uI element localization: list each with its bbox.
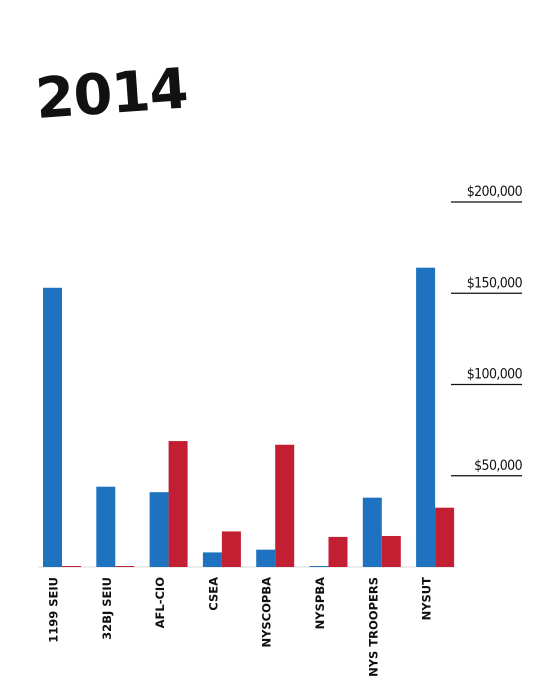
bar-1199-seiu-series-1: [43, 287, 62, 567]
bar-nysut-series-1: [416, 267, 436, 567]
bar-afl-cio-series-1: [149, 492, 169, 567]
bar-nyspba-series-2: [328, 536, 348, 567]
y-tick-label: $150,000: [467, 275, 523, 291]
category-label: NYSCOPBA: [260, 577, 274, 648]
category-label: CSEA: [206, 577, 220, 611]
y-ticks-group: $50,000 $100,000 $150,000 $200,000: [451, 184, 523, 477]
y-tick-label: $200,000: [467, 184, 523, 200]
bar-32bj-seiu-series-1: [96, 486, 116, 567]
bar-nyspba-series-1: [309, 566, 329, 567]
bar-nyscopba-series-1: [256, 549, 276, 567]
category-label: NYSPBA: [313, 577, 327, 629]
category-labels-group: 1199 SEIU 32BJ SEIU AFL-CIO CSEA NYSCOPBA NYS…: [47, 577, 434, 677]
y-tick-label: $100,000: [467, 367, 523, 383]
bar-nys-troopers-series-1: [362, 497, 382, 567]
chart-title-group: 2014: [33, 57, 189, 132]
bar-csea-series-1: [202, 552, 222, 567]
category-label: AFL-CIO: [153, 577, 167, 629]
category-label: 32BJ SEIU: [100, 577, 114, 640]
bar-1199-seiu-series-2: [62, 566, 81, 567]
category-label: NYS TROOPERS: [366, 577, 380, 677]
category-label: NYSUT: [420, 577, 434, 621]
bar-32bj-seiu-series-2: [115, 566, 135, 567]
chart-title: 2014: [33, 57, 189, 132]
bar-nyscopba-series-2: [275, 444, 295, 567]
bars-group: [43, 267, 455, 567]
category-label: 1199 SEIU: [47, 577, 61, 643]
bar-nys-troopers-series-2: [381, 535, 401, 567]
bar-afl-cio-series-2: [168, 441, 188, 567]
bar-csea-series-2: [221, 531, 241, 567]
y-tick-label: $50,000: [474, 458, 522, 474]
bar-nysut-series-2: [435, 507, 455, 567]
